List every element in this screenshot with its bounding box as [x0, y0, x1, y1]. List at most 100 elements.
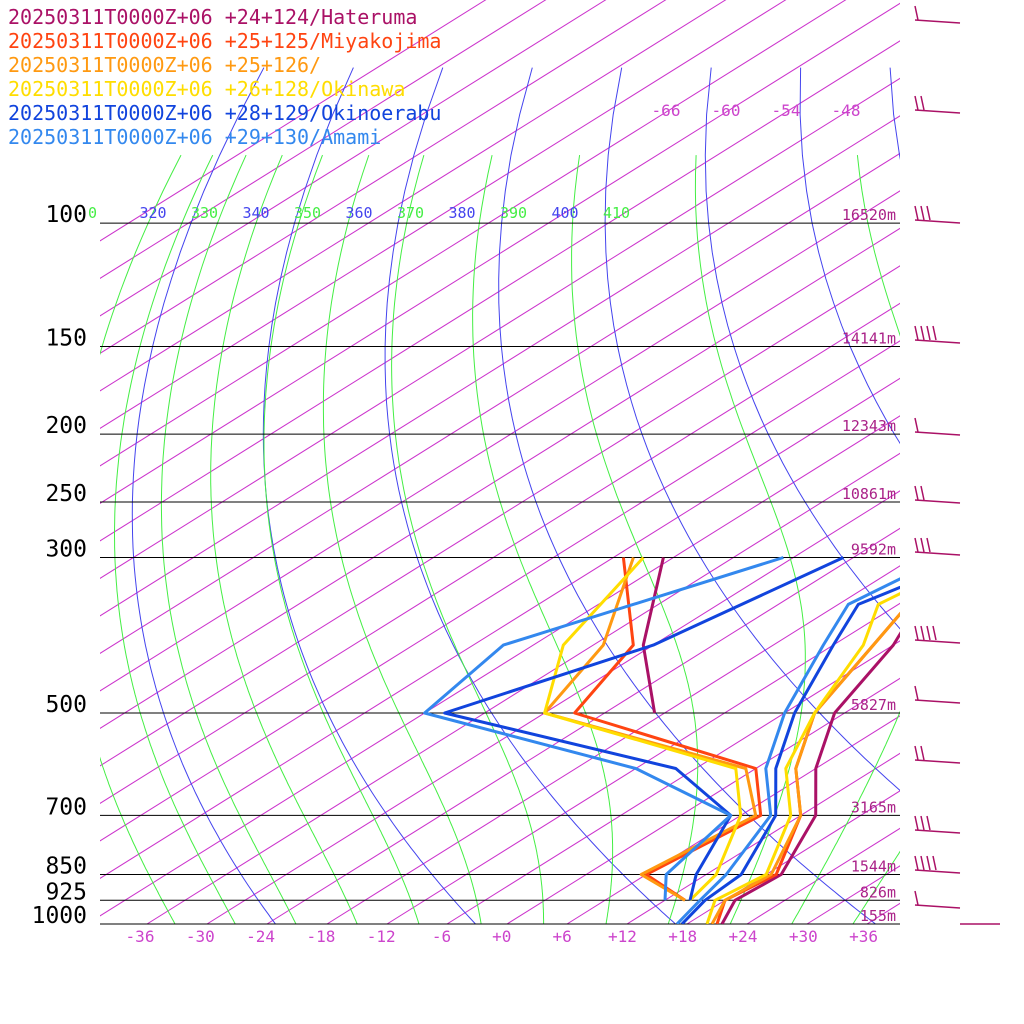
isotherm-line — [100, 227, 900, 729]
isotherm-line — [100, 115, 900, 617]
isotherm-line — [100, 0, 847, 467]
height-label: 1544m — [851, 858, 896, 876]
pressure-label: 250 — [45, 481, 87, 507]
height-label: 9592m — [851, 541, 896, 559]
wind-barb-feather — [926, 325, 931, 341]
isotherm-line — [100, 152, 900, 654]
isotherm-line — [100, 77, 900, 579]
legend-entry: 20250311T0000Z+06 +24+124/Hateruma — [8, 5, 417, 29]
isotherm-line — [100, 0, 487, 242]
temperature-tick-label: -36 — [126, 927, 155, 946]
legend: 20250311T0000Z+06 +24+124/Hateruma202503… — [8, 5, 441, 149]
moist-adiabat-line — [210, 154, 358, 924]
wind-barb-staff — [914, 219, 961, 224]
wind-barb — [914, 325, 961, 344]
wind-barb-feather — [914, 855, 919, 871]
wind-barb — [914, 625, 961, 644]
mixing-ratio-label: -66 — [652, 101, 681, 120]
wind-barb-feather — [920, 95, 925, 111]
isotherm-line — [566, 715, 900, 924]
wind-barb-feather — [914, 5, 919, 21]
theta-label: 350 — [294, 204, 321, 222]
wind-barb-feather — [914, 537, 919, 553]
wind-barb-feather — [914, 625, 919, 641]
dry-adiabat-line — [980, 68, 1024, 939]
isotherm-line — [987, 0, 1024, 924]
isotherm-line — [206, 490, 900, 924]
dry-adiabat-line — [498, 67, 877, 924]
temperature-tick-label: -6 — [432, 927, 451, 946]
wind-barb-staff — [914, 499, 961, 504]
moist-adiabat-line — [791, 155, 900, 924]
isotherm-line — [100, 302, 900, 804]
isotherm-line — [100, 0, 547, 279]
dry-adiabat-line — [262, 67, 477, 924]
dewpoint-line — [543, 557, 758, 902]
moist-adiabat-line — [571, 155, 699, 924]
legend-entry: 20250311T0000Z+06 +25+125/Miyakojima — [8, 29, 441, 53]
wind-barb-feather — [920, 485, 925, 501]
isotherm-line — [146, 452, 900, 924]
wind-barb-feather — [914, 815, 919, 831]
legend-entry: 20250311T0000Z+06 +28+129/Okinoerabu — [8, 101, 441, 125]
isotherm-line — [326, 565, 900, 924]
dry-adiabat-line — [604, 67, 900, 792]
isotherm-line — [100, 2, 900, 504]
temperature-tick-label: +0 — [492, 927, 511, 946]
wind-barb-feather — [920, 205, 925, 221]
height-label: 826m — [860, 883, 896, 901]
temperature-tick-label: -12 — [367, 927, 396, 946]
wind-barb — [914, 485, 961, 504]
isotherm-line — [100, 377, 900, 879]
wind-barb-staff — [914, 551, 961, 556]
wind-barb-feather — [914, 890, 919, 906]
moist-adiabat-line — [160, 154, 297, 924]
height-label: 14141m — [842, 330, 896, 348]
temperature-line — [720, 631, 900, 924]
wind-barb — [914, 5, 961, 24]
wind-barb-staff — [914, 759, 961, 764]
temperature-tick-label: -18 — [306, 927, 335, 946]
pressure-label: 1000 — [32, 903, 87, 929]
wind-barb-feather — [914, 685, 919, 701]
pressure-label: 150 — [45, 326, 87, 352]
wind-barb-feather — [914, 417, 919, 433]
theta-label: 360 — [346, 204, 373, 222]
theta-label: 370 — [397, 204, 424, 222]
isotherm-line — [866, 902, 900, 924]
wind-barb-staff — [914, 904, 961, 909]
isotherm-line — [100, 190, 900, 692]
wind-barb-feather — [926, 537, 931, 553]
theta-label: 320 — [140, 204, 167, 222]
theta-label: 330 — [191, 204, 218, 222]
height-label: 3165m — [851, 798, 896, 816]
wind-barb-feather — [926, 855, 931, 871]
isotherm-line — [100, 415, 900, 917]
dewpoint-line — [543, 556, 743, 902]
dewpoint-line — [573, 557, 763, 902]
dewpoint-line — [641, 557, 665, 714]
wind-barb-feather — [920, 537, 925, 553]
wind-barb — [914, 855, 961, 874]
theta-label: 410 — [603, 204, 630, 222]
dry-adiabat-line — [799, 67, 900, 445]
temperature-tick-label: +24 — [729, 927, 758, 946]
theta-label: 380 — [449, 204, 476, 222]
moist-adiabat-line — [114, 154, 236, 924]
wind-barb — [914, 745, 961, 764]
temperature-line — [680, 585, 900, 924]
isotherm-line — [386, 602, 900, 924]
isotherm-line — [446, 640, 900, 924]
isotherm-line — [100, 340, 900, 842]
moist-adiabat-line — [852, 850, 900, 924]
wind-barb-feather — [926, 205, 931, 221]
wind-barb-feather — [914, 325, 919, 341]
theta-label: 390 — [500, 204, 527, 222]
pressure-label: 850 — [45, 854, 87, 880]
wind-barb-staff — [914, 869, 961, 874]
wind-barb-feather — [920, 815, 925, 831]
wind-barb — [914, 815, 961, 834]
wind-barb — [914, 95, 961, 114]
wind-barb-staff — [914, 699, 961, 704]
